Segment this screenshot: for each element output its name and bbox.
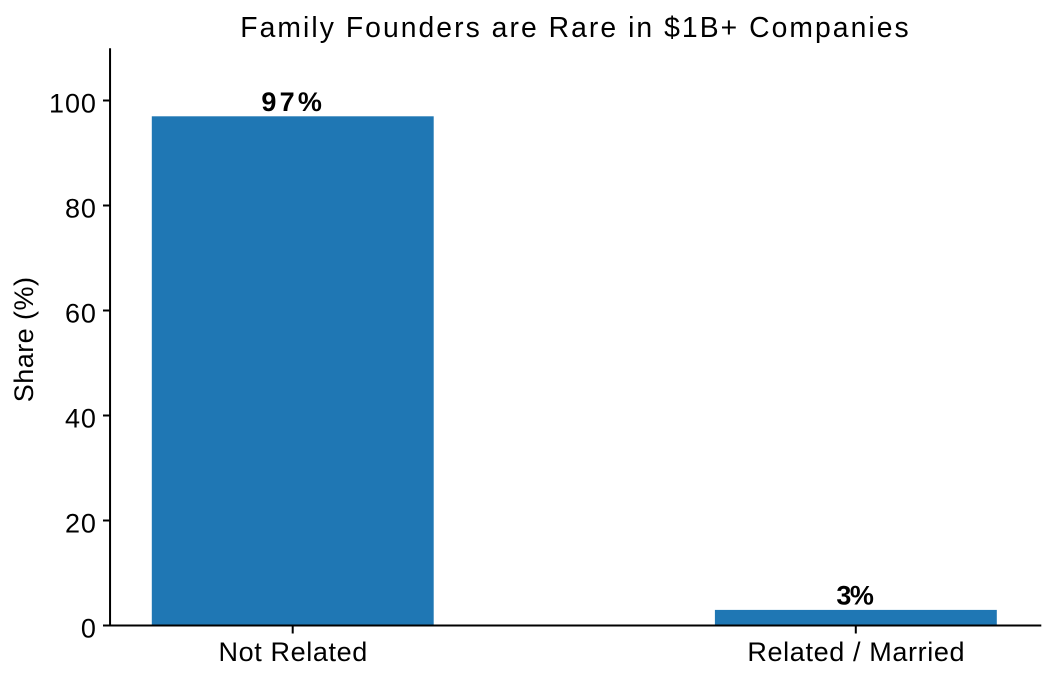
svg-text:80: 80 (65, 193, 97, 223)
svg-text:3%: 3% (836, 581, 874, 611)
svg-text:Family Founders are Rare in $1: Family Founders are Rare in $1B+ Compani… (240, 11, 910, 43)
svg-text:20: 20 (65, 508, 97, 538)
svg-text:Related / Married: Related / Married (747, 637, 965, 667)
svg-text:60: 60 (65, 298, 97, 328)
svg-text:Share (%): Share (%) (9, 277, 39, 403)
svg-text:0: 0 (81, 613, 97, 643)
svg-text:97%: 97% (261, 87, 325, 117)
svg-text:40: 40 (65, 403, 97, 433)
svg-text:100: 100 (49, 88, 97, 118)
svg-text:Not Related: Not Related (218, 637, 367, 667)
